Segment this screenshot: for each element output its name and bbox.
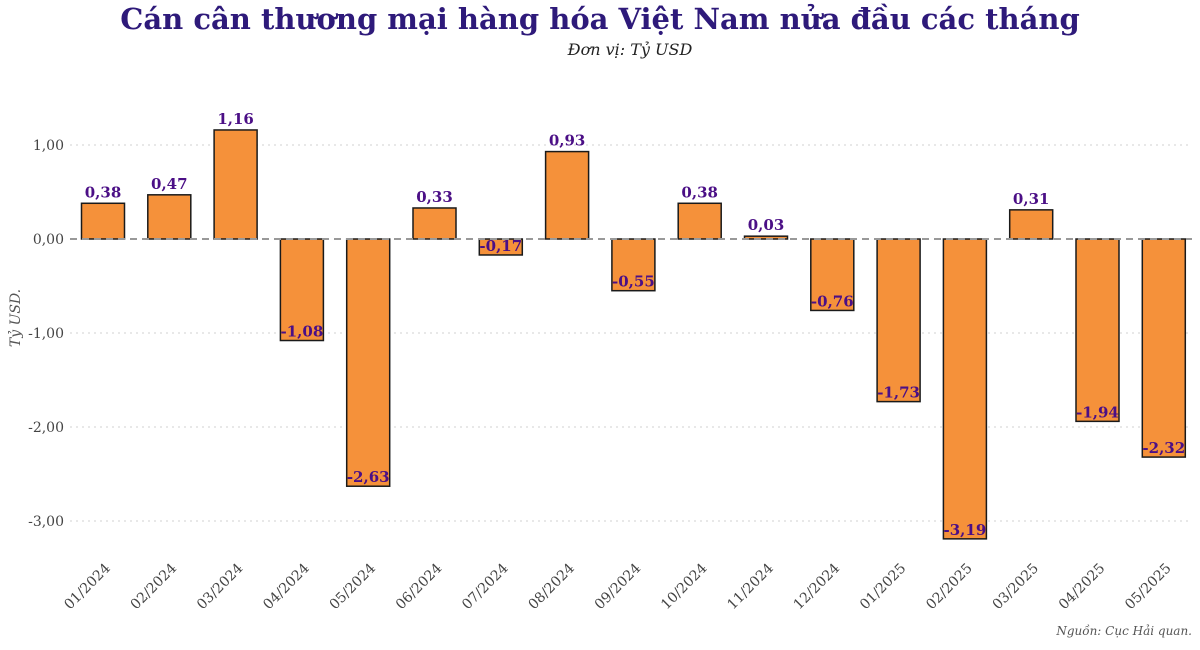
bar <box>942 238 988 540</box>
data-label: 0,93 <box>549 132 586 150</box>
x-tick-label: 11/2024 <box>724 560 777 613</box>
x-tick-label: 12/2024 <box>791 560 844 613</box>
x-tick-label: 08/2024 <box>525 560 578 613</box>
bar <box>80 202 126 240</box>
x-tick-label: 04/2024 <box>260 560 313 613</box>
chart-title: Cán cân thương mại hàng hóa Việt Nam nửa… <box>120 2 1080 36</box>
data-label: -1,08 <box>281 323 324 341</box>
data-label: 0,47 <box>151 175 188 193</box>
x-axis-ticks: 01/2024 02/2024 03/2024 04/2024 05/2024 06/20… <box>61 560 1174 613</box>
bar <box>677 202 722 240</box>
x-tick-label: 01/2024 <box>61 560 114 613</box>
bar <box>1075 238 1120 423</box>
x-tick-label: 07/2024 <box>459 560 512 613</box>
bar <box>876 238 921 403</box>
x-tick-label: 04/2025 <box>1056 561 1108 613</box>
x-tick-label: 01/2025 <box>857 561 909 613</box>
source-note: Nguồn: Cục Hải quan. <box>1056 624 1192 638</box>
chart-subtitle: Đơn vị: Tỷ USD <box>567 40 693 59</box>
bar <box>412 207 457 240</box>
y-axis-ticks: 1,00 0,00 -1,00 -2,00 -3,00 <box>28 138 64 530</box>
x-tick-label: 06/2024 <box>393 560 446 613</box>
bar <box>1008 209 1054 240</box>
x-tick-label: 05/2025 <box>1122 561 1174 613</box>
y-tick-label: 0,00 <box>33 232 64 248</box>
x-tick-label: 03/2025 <box>990 561 1042 613</box>
bar <box>478 238 524 256</box>
y-tick-label: -2,00 <box>28 420 64 436</box>
bar <box>147 194 192 240</box>
bar <box>345 238 391 487</box>
y-tick-label: -1,00 <box>28 326 64 342</box>
data-label: 0,31 <box>1013 190 1050 208</box>
y-tick-label: 1,00 <box>33 138 64 154</box>
x-tick-label: 02/2025 <box>923 561 975 613</box>
data-label: -2,32 <box>1142 439 1185 457</box>
bar <box>1141 238 1187 458</box>
x-tick-label: 02/2024 <box>128 560 181 613</box>
data-label: -0,17 <box>479 237 522 255</box>
x-tick-label: 05/2024 <box>327 560 380 613</box>
data-label: -1,73 <box>877 384 920 402</box>
data-label: 0,33 <box>416 188 453 206</box>
x-tick-label: 03/2024 <box>194 560 247 613</box>
data-label: -0,76 <box>811 292 854 310</box>
data-label: -2,63 <box>347 468 390 486</box>
data-label: 1,16 <box>217 110 254 128</box>
data-label: 0,38 <box>85 183 122 201</box>
data-label: 0,03 <box>748 216 785 234</box>
bar <box>611 238 656 292</box>
x-tick-label: 10/2024 <box>658 560 711 613</box>
data-label: -1,94 <box>1076 403 1119 421</box>
y-axis-label: Tỷ USD. <box>7 289 24 347</box>
x-tick-label: 09/2024 <box>592 560 645 613</box>
data-labels: 0,38 0,47 1,16 -1,08 -2,63 0,33 -0,17 0,93 -0,55… <box>85 110 1185 539</box>
data-label: 0,38 <box>681 183 718 201</box>
y-tick-label: -3,00 <box>28 514 64 530</box>
bar <box>213 129 258 240</box>
data-label: -0,55 <box>612 273 655 291</box>
bar <box>544 150 590 240</box>
data-label: -3,19 <box>944 521 987 539</box>
